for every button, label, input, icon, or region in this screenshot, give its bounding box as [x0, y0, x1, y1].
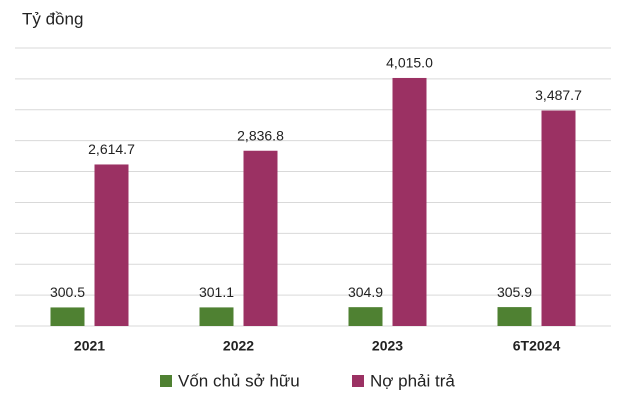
- bar: [497, 307, 532, 326]
- data-label: 300.5: [50, 284, 85, 300]
- bar: [541, 110, 576, 326]
- bar: [392, 77, 427, 326]
- data-label: 305.9: [497, 284, 532, 300]
- y-axis-label: Tỷ đồng: [22, 9, 83, 28]
- legend-label: Nợ phải trả: [370, 371, 455, 390]
- bar: [243, 150, 278, 326]
- data-label: 3,487.7: [535, 87, 582, 103]
- x-tick-label: 2021: [74, 338, 105, 354]
- legend-swatch: [352, 375, 364, 387]
- data-label: 2,614.7: [88, 141, 135, 157]
- data-label: 301.1: [199, 284, 234, 300]
- bar: [50, 307, 85, 326]
- x-tick-label: 2022: [223, 338, 254, 354]
- bar: [199, 307, 234, 326]
- bar: [348, 307, 383, 326]
- x-tick-label: 2023: [372, 338, 403, 354]
- legend-swatch: [160, 375, 172, 387]
- bar: [94, 164, 129, 326]
- data-label: 304.9: [348, 284, 383, 300]
- data-label: 4,015.0: [386, 55, 433, 71]
- legend-label: Vốn chủ sở hữu: [178, 371, 300, 390]
- x-tick-label: 6T2024: [513, 338, 561, 354]
- data-label: 2,836.8: [237, 127, 284, 143]
